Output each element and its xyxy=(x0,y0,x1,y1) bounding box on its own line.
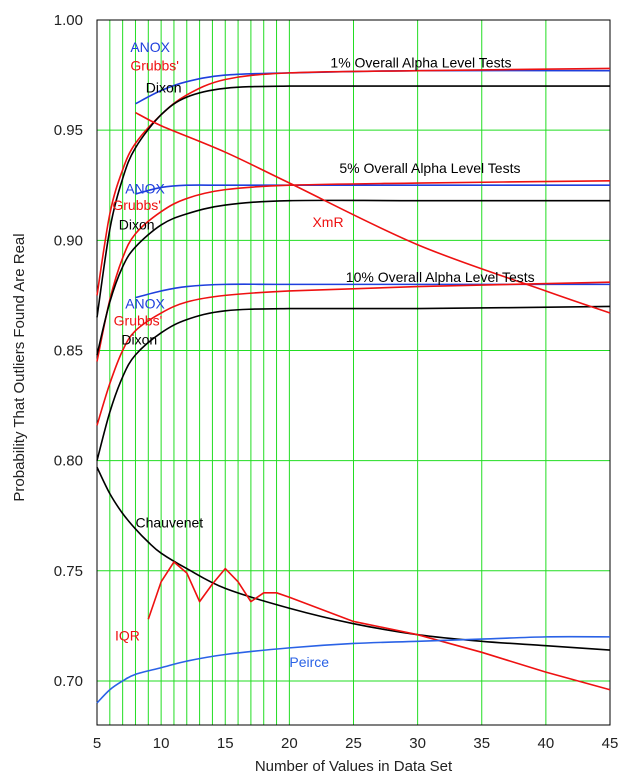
series-annotation: Grubbs' xyxy=(114,312,163,328)
series-annotation: Dixon xyxy=(121,332,157,348)
series-line-chauvenet xyxy=(96,466,611,651)
series-annotation: Dixon xyxy=(119,216,155,232)
series-lines xyxy=(96,67,611,704)
y-tick-label: 0.70 xyxy=(54,673,83,690)
y-axis-tick-labels: 0.70 0.75 0.80 0.85 0.90 0.95 1.00 xyxy=(54,12,83,690)
series-line-dixon-10 xyxy=(96,305,611,461)
series-annotation: XmR xyxy=(312,214,343,230)
series-annotation: Dixon xyxy=(146,80,182,96)
series-line-dixon-1 xyxy=(96,85,610,318)
series-annotation: 10% Overall Alpha Level Tests xyxy=(346,269,535,285)
series-line-anox-5 xyxy=(135,184,610,195)
series-annotation: 5% Overall Alpha Level Tests xyxy=(339,160,520,176)
y-tick-label: 0.80 xyxy=(54,453,83,470)
y-tick-label: 0.95 xyxy=(54,122,83,139)
series-annotation: Peirce xyxy=(289,654,329,670)
y-tick-label: 0.85 xyxy=(54,342,83,359)
series-line-grubbs-5 xyxy=(96,180,611,362)
plot-frame xyxy=(96,19,611,726)
series-line-peirce xyxy=(96,635,611,704)
series-annotation: Grubbs' xyxy=(130,57,179,73)
series-line-xmr xyxy=(135,111,611,314)
series-line-grubbs-1 xyxy=(96,67,611,296)
series-annotation: ANOX xyxy=(130,39,170,55)
x-tick-label: 30 xyxy=(409,735,426,752)
series-annotation: ANOX xyxy=(125,180,165,196)
series-line-anox-10 xyxy=(135,283,610,299)
series-annotation: IQR xyxy=(115,628,140,644)
series-line-grubbs-10 xyxy=(96,281,611,426)
x-axis-title: Number of Values in Data Set xyxy=(255,758,453,775)
x-tick-label: 20 xyxy=(281,735,298,752)
x-axis-tick-labels: 5 10 15 20 25 30 35 40 45 xyxy=(93,735,619,752)
x-tick-label: 5 xyxy=(93,735,101,752)
x-tick-label: 25 xyxy=(345,735,362,752)
x-tick-label: 15 xyxy=(217,735,234,752)
series-annotation: ANOX xyxy=(125,296,165,312)
x-tick-label: 45 xyxy=(602,735,619,752)
x-tick-label: 40 xyxy=(538,735,555,752)
y-tick-label: 1.00 xyxy=(54,12,83,29)
y-tick-label: 0.90 xyxy=(54,232,83,249)
series-annotation: Chauvenet xyxy=(135,515,203,531)
series-annotation: Grubbs' xyxy=(112,197,161,213)
series-line-dixon-5 xyxy=(96,199,610,356)
series-annotation: 1% Overall Alpha Level Tests xyxy=(330,55,511,71)
y-tick-label: 0.75 xyxy=(54,563,83,580)
x-tick-label: 35 xyxy=(473,735,490,752)
x-tick-label: 10 xyxy=(153,735,170,752)
y-axis-title: Probability That Outliers Found Are Real xyxy=(11,233,28,501)
